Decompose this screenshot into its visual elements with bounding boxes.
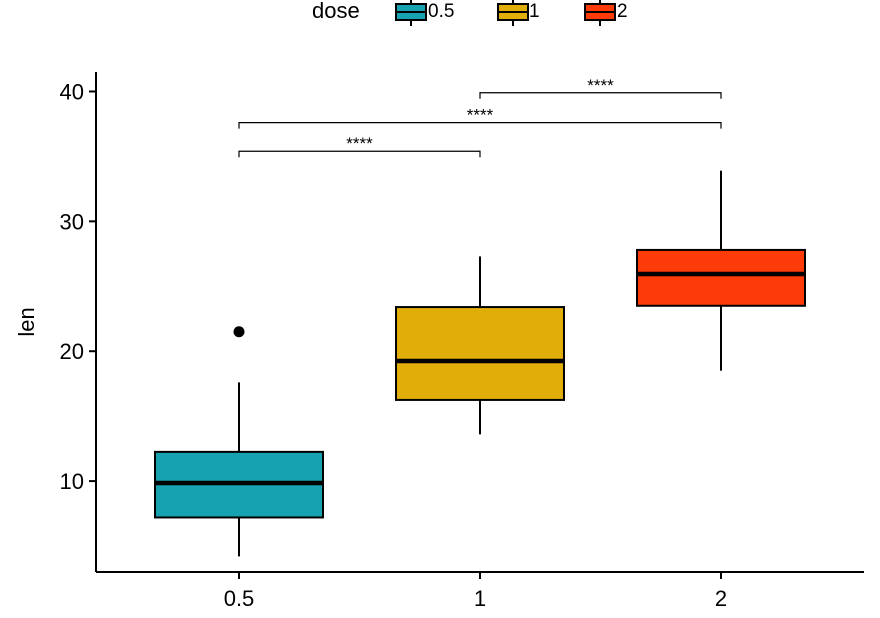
box-2 [636, 170, 806, 371]
comparison-0.5-2: **** [238, 106, 722, 129]
legend-item-2: 2 [584, 0, 628, 26]
legend-label-2: 2 [617, 1, 628, 22]
legend-item-1: 1 [497, 0, 540, 26]
legend-label-0.5: 0.5 [428, 1, 454, 22]
comparison-label-2: **** [587, 76, 614, 95]
x-tick-label-2: 2 [715, 586, 727, 611]
plot-area: 10 20 30 40 0.5 1 2 **** **** **** [60, 72, 864, 611]
legend-title: dose [312, 0, 360, 23]
y-tick-label-40: 40 [60, 79, 84, 104]
comparison-label-1: **** [467, 106, 494, 125]
box-body-2 [636, 248, 806, 307]
box-0.5 [154, 326, 324, 557]
legend: dose 0.5 1 2 [312, 0, 628, 26]
comparison-bracket-1 [238, 122, 722, 129]
y-axis-title: len [14, 307, 39, 336]
comparison-bracket-0 [238, 150, 481, 158]
y-tick-label-30: 30 [60, 209, 84, 234]
legend-item-0.5: 0.5 [395, 0, 454, 26]
y-tick-label-20: 20 [60, 339, 84, 364]
outlier-0.5-0 [233, 326, 245, 338]
comparison-bracket-2 [479, 92, 722, 99]
x-tick-label-1: 1 [474, 586, 486, 611]
x-tick-label-0.5: 0.5 [224, 586, 255, 611]
comparison-0.5-1: **** [238, 134, 481, 158]
legend-label-1: 1 [529, 1, 540, 22]
comparison-label-0: **** [346, 134, 373, 153]
comparison-1-2: **** [479, 76, 722, 99]
y-tick-label-10: 10 [60, 469, 84, 494]
box-1 [395, 256, 565, 435]
box-body-1 [395, 306, 565, 401]
